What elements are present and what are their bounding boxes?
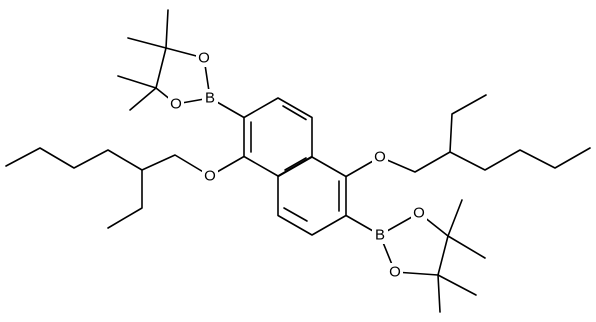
atom-label: O <box>389 264 401 281</box>
double-bond <box>282 105 307 121</box>
bond <box>437 274 477 296</box>
atom-label: O <box>198 50 210 67</box>
label-background <box>372 226 388 244</box>
bond <box>117 75 157 89</box>
atom-label: O <box>413 205 425 222</box>
bond <box>129 87 157 111</box>
ring-left <box>243 97 313 177</box>
label-background <box>372 148 388 166</box>
bond <box>165 9 169 49</box>
atom-label: B <box>375 227 385 244</box>
bond <box>447 199 463 237</box>
atom-labels: B O O O O B O O <box>168 49 427 281</box>
bond <box>127 37 167 49</box>
bond <box>437 274 441 313</box>
alkyl-chain <box>5 147 211 177</box>
bond <box>447 235 486 259</box>
double-bond <box>284 157 307 171</box>
label-background <box>411 204 427 222</box>
atom-label: O <box>204 168 216 185</box>
alkyl-chain <box>107 169 143 229</box>
label-background <box>202 167 218 185</box>
label-background <box>196 49 212 67</box>
bonds <box>5 9 591 313</box>
label-background <box>387 263 403 281</box>
double-bond <box>283 207 308 222</box>
atom-label: O <box>170 96 182 113</box>
label-background <box>202 89 218 107</box>
alkyl-chain <box>379 147 591 173</box>
atom-label: B <box>205 90 215 107</box>
label-background <box>168 95 184 113</box>
atom-label: O <box>374 149 386 166</box>
alkyl-chain <box>449 94 487 153</box>
